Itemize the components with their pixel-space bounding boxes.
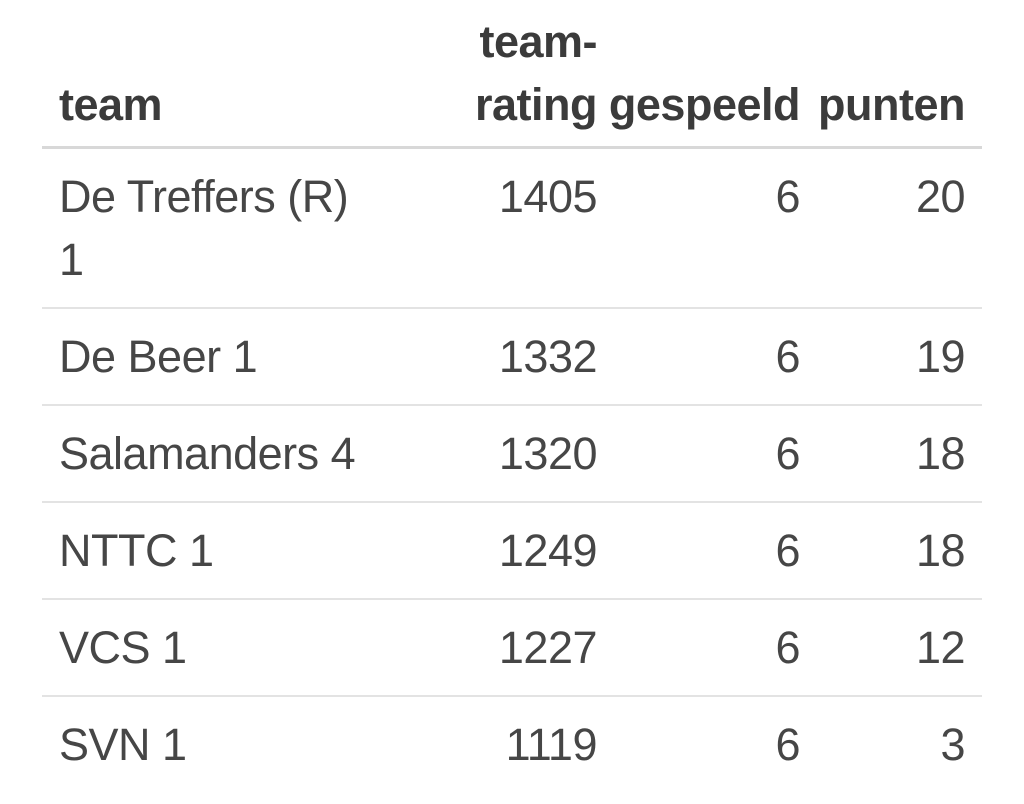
cell-team: NTTC 1 [42,501,382,599]
standings-table: team team-rating gespeeld punten De Tref… [42,4,982,792]
cell-gespeeld: 6 [597,404,801,502]
table-header: team team-rating gespeeld punten [42,4,982,149]
cell-gespeeld: 6 [597,598,801,696]
cell-rating: 1249 [382,501,598,599]
column-header-rating: team-rating [382,4,598,149]
cell-gespeeld: 6 [775,171,800,222]
cell-punten: 20 [915,171,966,222]
cell-team: Salamanders 4 [42,404,382,502]
cell-punten: 19 [800,307,982,405]
cell-team: De Beer 1 [42,307,382,405]
cell-rating: 1332 [382,307,598,405]
cell-rating: 1405 [498,171,598,222]
cell-gespeeld: 6 [597,307,801,405]
cell-rating: 1227 [382,598,598,696]
column-header-gespeeld: gespeeld [597,4,801,149]
cell-rating: 1320 [382,404,598,502]
table-row: De Treffers (R) 1 1405 6 20 [42,148,982,309]
table-row: Salamanders 4 1320 6 18 [42,404,982,502]
cell-punten: 3 [800,695,982,792]
cell-gespeeld: 6 [597,501,801,599]
table-row: SVN 1 1119 6 3 [42,695,982,792]
cell-team: VCS 1 [42,598,382,696]
table-row: VCS 1 1227 6 12 [42,598,982,696]
cell-punten: 12 [800,598,982,696]
cell-punten: 18 [800,501,982,599]
column-header-punten: punten [800,4,982,149]
cell-gespeeld: 6 [597,695,801,792]
cell-rating: 1119 [382,695,598,792]
cell-team: SVN 1 [42,695,382,792]
table-row: De Beer 1 1332 6 19 [42,307,982,405]
table-row: NTTC 1 1249 6 18 [42,501,982,599]
column-header-team: team [42,4,382,149]
cell-punten: 18 [800,404,982,502]
table-body: De Treffers (R) 1 1405 6 20 De Beer 1 13… [42,148,982,792]
header-row: team team-rating gespeeld punten [42,4,982,149]
cell-team: De Treffers (R) 1 [59,171,349,285]
